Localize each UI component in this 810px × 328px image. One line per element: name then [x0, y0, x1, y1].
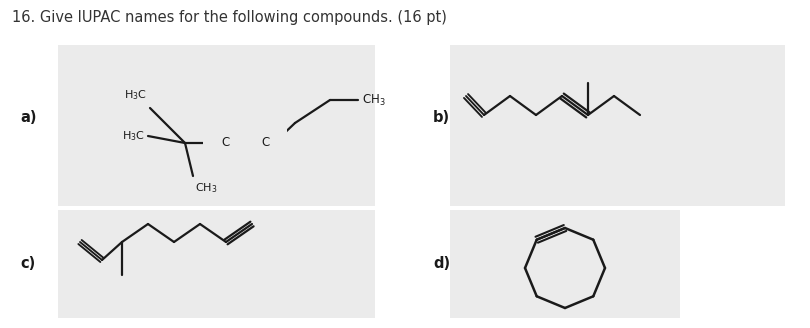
- Bar: [58, 210, 375, 318]
- Text: c): c): [20, 256, 36, 271]
- Text: 16. Give IUPAC names for the following compounds. (16 pt): 16. Give IUPAC names for the following c…: [12, 10, 447, 25]
- Bar: [450, 45, 785, 206]
- Text: C: C: [261, 136, 269, 150]
- Text: H$_3$C: H$_3$C: [124, 88, 147, 102]
- Bar: [58, 45, 375, 206]
- Text: H$_3$C: H$_3$C: [122, 129, 145, 143]
- Text: C: C: [221, 136, 229, 150]
- Text: CH$_3$: CH$_3$: [362, 92, 386, 108]
- Bar: [450, 210, 680, 318]
- Text: d): d): [433, 256, 450, 271]
- Text: a): a): [20, 111, 36, 126]
- Text: CH$_3$: CH$_3$: [195, 181, 218, 195]
- Text: b): b): [433, 111, 450, 126]
